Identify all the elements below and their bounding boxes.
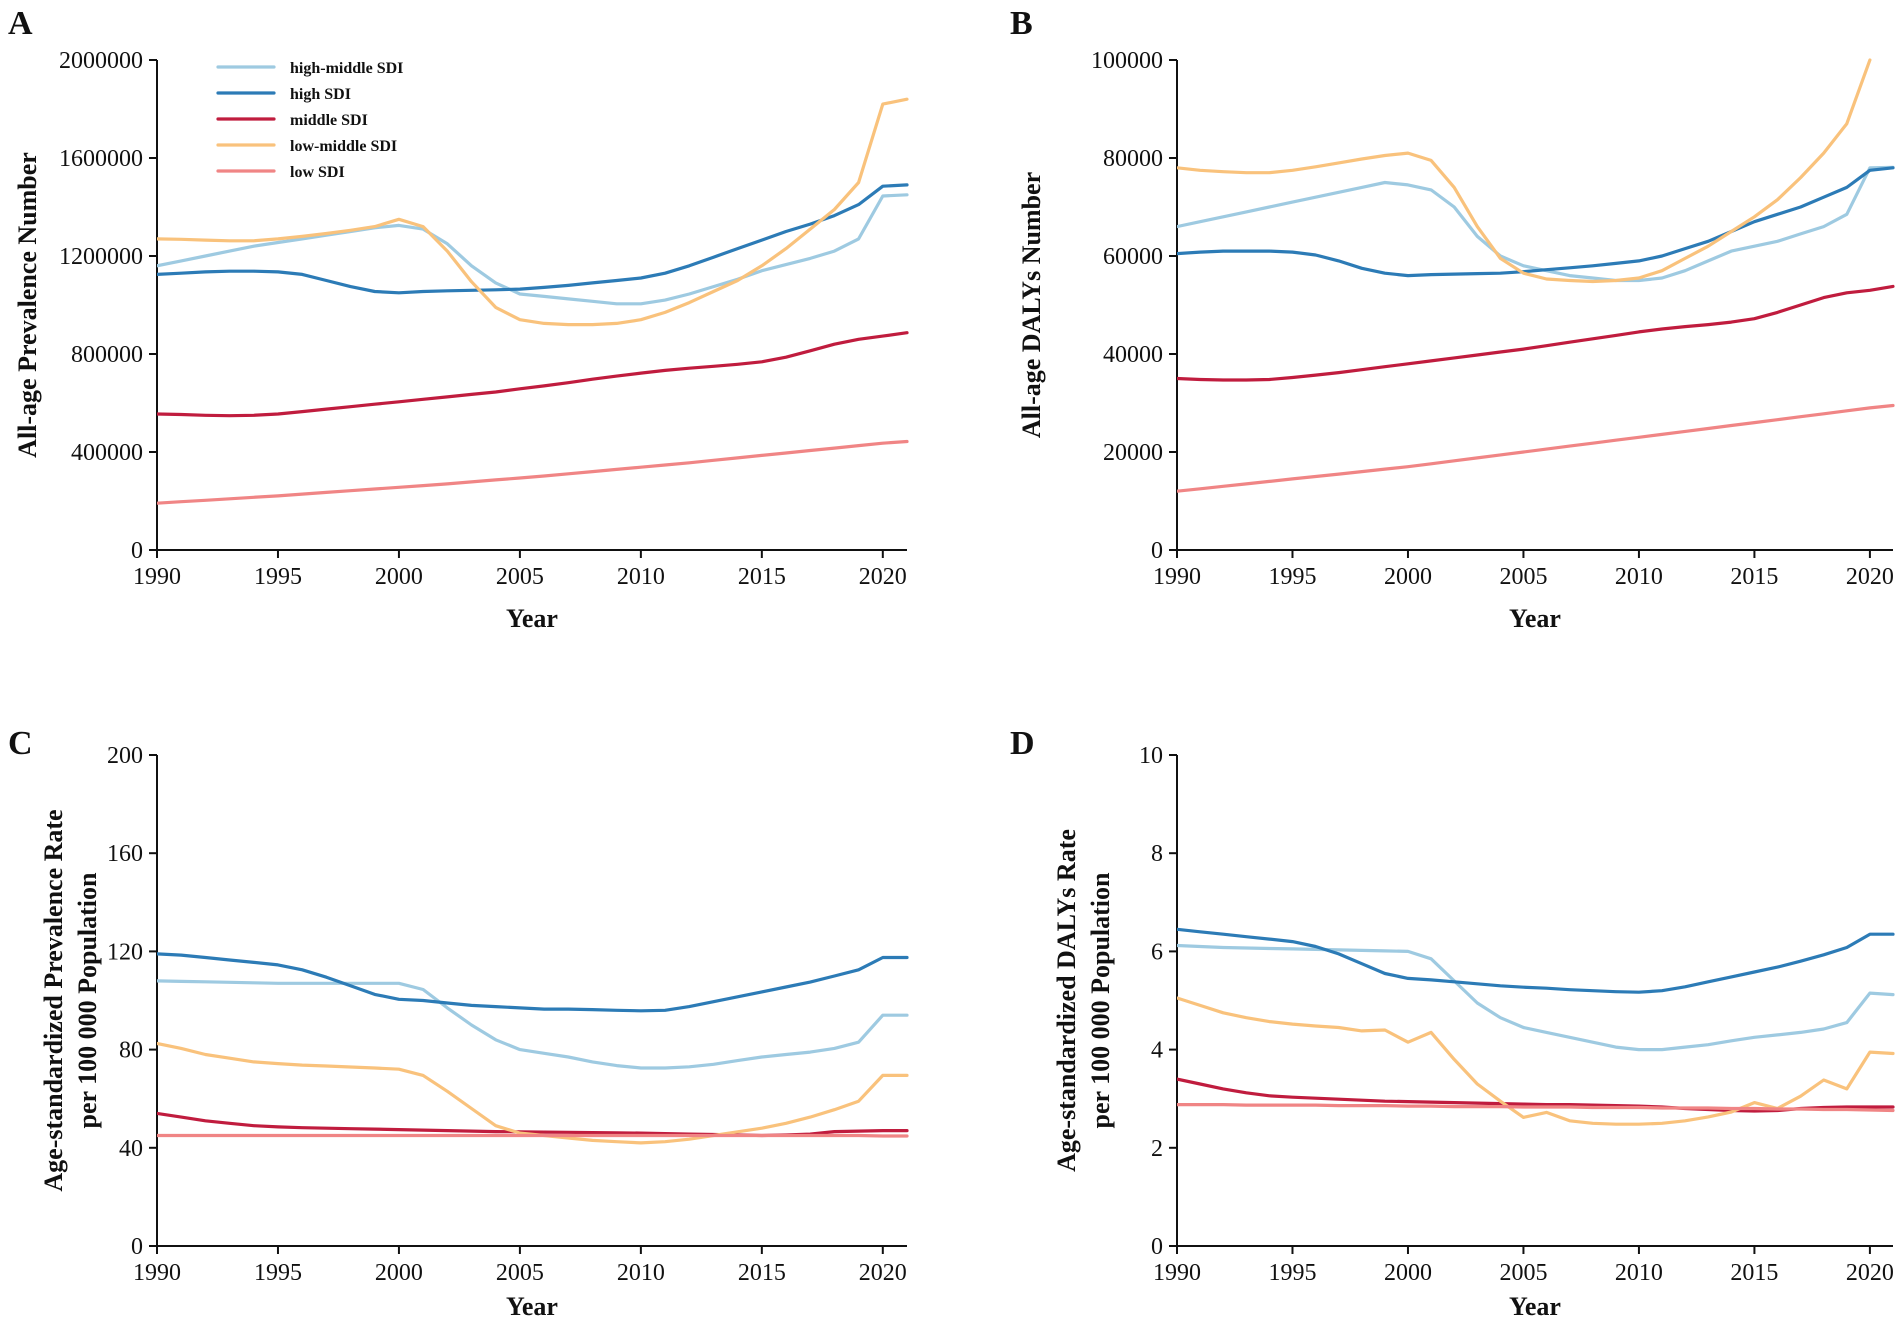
x-tick-label: 2010	[617, 564, 665, 590]
x-tick-label: 2015	[1730, 1260, 1778, 1286]
panel-b: B 0 20000 40000 60000 80000 100000 1990 1995 2000…	[1010, 5, 1895, 633]
x-tick-label: 2005	[1499, 564, 1547, 590]
series-line-low-middle-sdi	[157, 97, 909, 327]
x-tick-label: 2015	[738, 1260, 786, 1286]
y-tick-label: 200	[107, 743, 143, 769]
x-tick-label: 1995	[254, 1260, 302, 1286]
x-axis-title: Year	[506, 1292, 558, 1321]
y-tick-label: 0	[131, 538, 143, 564]
y-axis-title: Age-standardized DALYs Rate	[1052, 829, 1081, 1172]
series-line-high-sdi	[157, 952, 909, 1013]
x-tick-label: 1995	[254, 564, 302, 590]
y-tick-label: 100000	[1091, 48, 1163, 74]
y-tick-label: 20000	[1103, 440, 1163, 466]
x-tick-label: 2020	[1846, 564, 1894, 590]
legend-label-high-middle-sdi: high-middle SDI	[290, 60, 403, 77]
x-tick-label: 2005	[496, 1260, 544, 1286]
x-tick-label: 2000	[1384, 564, 1432, 590]
y-axis-title: All-age DALYs Number	[1017, 172, 1046, 438]
series-group	[1177, 927, 1895, 1126]
x-tick-label: 2005	[496, 564, 544, 590]
y-tick-label: 0	[1151, 538, 1163, 564]
series-line-middle-sdi	[157, 331, 909, 418]
x-tick-label: 1990	[133, 564, 181, 590]
legend-label-middle-sdi: middle SDI	[290, 112, 368, 129]
series-line-low-middle-sdi	[1177, 58, 1872, 284]
y-tick-label: 4	[1151, 1038, 1163, 1064]
panel-letter: B	[1010, 5, 1033, 42]
y-tick-label: 120	[107, 939, 143, 965]
series-line-high-sdi	[1177, 166, 1895, 278]
y-tick-label: 160	[107, 841, 143, 867]
panel-c: C 0 40 80 120 160 200 1990 1995 2000 2005 2010 2015 2…	[8, 725, 909, 1321]
y-tick-label: 8	[1151, 841, 1163, 867]
x-tick-label: 2020	[1846, 1260, 1894, 1286]
panel-letter: C	[8, 725, 33, 762]
x-tick-label: 2020	[859, 564, 907, 590]
y-tick-label: 6	[1151, 939, 1163, 965]
series-line-high-middle-sdi	[157, 979, 909, 1070]
panel-letter: A	[8, 5, 33, 42]
panel-d: D 0 2 4 6 8 10 1990 1995 2000 2005 2010 2015 2020 Year…	[1010, 725, 1895, 1321]
series-line-high-middle-sdi	[1177, 943, 1895, 1052]
series-group	[157, 97, 909, 505]
x-tick-label: 2005	[1499, 1260, 1547, 1286]
x-tick-label: 2000	[1384, 1260, 1432, 1286]
y-tick-label: 1600000	[59, 146, 143, 172]
x-tick-label: 1990	[1153, 564, 1201, 590]
y-axis-title-line2: per 100 000 Population	[1086, 872, 1115, 1128]
y-tick-label: 60000	[1103, 244, 1163, 270]
y-tick-label: 2	[1151, 1136, 1163, 1162]
series-line-low-sdi	[157, 439, 909, 505]
x-tick-label: 2010	[617, 1260, 665, 1286]
series-group	[1177, 58, 1895, 493]
y-tick-label: 800000	[71, 342, 143, 368]
panel-a: A 0 400000 800000 1200000 1600000 2000000 1990 1…	[8, 5, 909, 633]
x-tick-label: 2015	[738, 564, 786, 590]
legend-label-high-sdi: high SDI	[290, 86, 351, 103]
series-line-high-sdi	[157, 183, 909, 295]
y-tick-label: 40	[119, 1136, 143, 1162]
series-line-middle-sdi	[1177, 284, 1895, 382]
panel-letter: D	[1010, 725, 1035, 762]
y-tick-label: 0	[1151, 1234, 1163, 1260]
x-tick-label: 2000	[375, 1260, 423, 1286]
series-line-high-middle-sdi	[1177, 165, 1895, 283]
x-tick-label: 1990	[1153, 1260, 1201, 1286]
legend: high-middle SDI high SDI middle SDI low-mid…	[216, 60, 403, 181]
series-line-middle-sdi	[157, 1111, 909, 1138]
series-line-low-sdi	[157, 1133, 909, 1138]
y-tick-label: 2000000	[59, 48, 143, 74]
legend-label-low-middle-sdi: low-middle SDI	[290, 138, 397, 155]
y-axis-title: Age-standardized Prevalence Rate	[39, 809, 68, 1191]
legend-label-low-sdi: low SDI	[290, 164, 345, 181]
x-axis-title: Year	[1509, 604, 1561, 633]
series-line-low-sdi	[1177, 1103, 1895, 1113]
x-tick-label: 2020	[859, 1260, 907, 1286]
y-tick-label: 1200000	[59, 244, 143, 270]
y-tick-label: 40000	[1103, 342, 1163, 368]
y-tick-label: 80000	[1103, 146, 1163, 172]
series-line-low-sdi	[1177, 403, 1895, 493]
series-line-middle-sdi	[1177, 1077, 1895, 1113]
x-tick-label: 1995	[1268, 1260, 1316, 1286]
x-tick-label: 2010	[1615, 1260, 1663, 1286]
y-tick-label: 0	[131, 1234, 143, 1260]
y-tick-label: 400000	[71, 440, 143, 466]
x-tick-label: 2010	[1615, 564, 1663, 590]
x-tick-label: 2015	[1730, 564, 1778, 590]
x-tick-label: 1990	[133, 1260, 181, 1286]
series-line-high-middle-sdi	[157, 193, 909, 306]
series-group	[157, 952, 909, 1145]
series-line-high-sdi	[1177, 927, 1895, 994]
y-tick-label: 10	[1139, 743, 1163, 769]
x-axis-title: Year	[1509, 1292, 1561, 1321]
x-axis-title: Year	[506, 604, 558, 633]
x-tick-label: 1995	[1268, 564, 1316, 590]
x-tick-label: 2000	[375, 564, 423, 590]
y-tick-label: 80	[119, 1038, 143, 1064]
y-axis-title: All-age Prevalence Number	[13, 152, 42, 458]
y-axis-title-line2: per 100 000 Population	[73, 872, 102, 1128]
